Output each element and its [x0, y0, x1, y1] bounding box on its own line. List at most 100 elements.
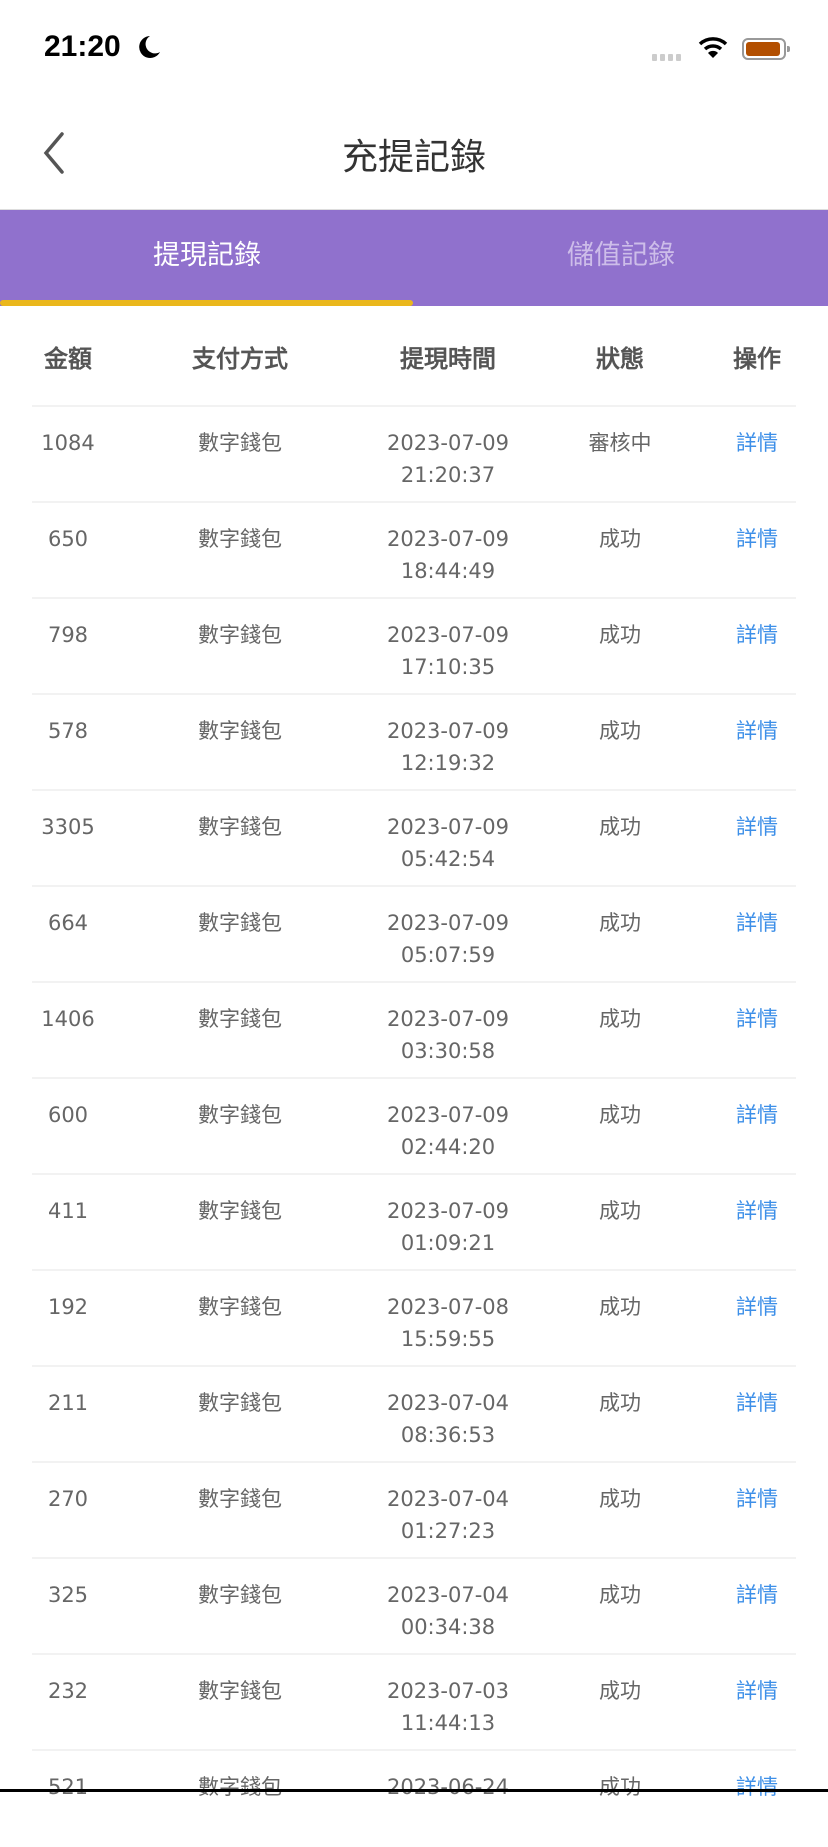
cell-status: 成功 [599, 1295, 641, 1319]
cell-method: 數字錢包 [198, 1775, 282, 1799]
cell-method: 數字錢包 [198, 1199, 282, 1223]
cell-status: 審核中 [588, 431, 652, 455]
cell-status: 成功 [599, 1007, 641, 1031]
cell-amount: 664 [47, 911, 89, 935]
tab-bar: 提現記錄 儲值記錄 [0, 209, 828, 306]
cell-time: 2023-07-04 00:34:38 [358, 1579, 538, 1643]
details-link[interactable]: 詳情 [736, 1487, 778, 1511]
cell-clock: 11:44:13 [400, 1711, 496, 1735]
details-link[interactable]: 詳情 [736, 527, 778, 551]
cell-date: 2023-07-09 [386, 1103, 510, 1127]
cell-date: 2023-07-04 [386, 1583, 510, 1607]
cell-amount: 578 [47, 719, 89, 743]
cell-time: 2023-07-09 03:30:58 [358, 1003, 538, 1067]
cell-status: 成功 [599, 1103, 641, 1127]
cell-date: 2023-07-09 [386, 623, 510, 647]
details-link[interactable]: 詳情 [736, 911, 778, 935]
cell-amount: 270 [47, 1487, 89, 1511]
details-link[interactable]: 詳情 [736, 815, 778, 839]
row-divider [32, 885, 796, 887]
details-link[interactable]: 詳情 [736, 719, 778, 743]
signal-icon [652, 54, 681, 61]
cell-method: 數字錢包 [198, 815, 282, 839]
cell-method: 數字錢包 [198, 1391, 282, 1415]
row-divider [32, 597, 796, 599]
cell-time: 2023-07-09 12:19:32 [358, 715, 538, 779]
cell-method: 數字錢包 [198, 1583, 282, 1607]
details-link[interactable]: 詳情 [736, 1103, 778, 1127]
row-divider [32, 1557, 796, 1559]
cell-amount: 211 [47, 1391, 89, 1415]
cell-status: 成功 [599, 623, 641, 647]
back-chevron-icon[interactable] [40, 130, 70, 176]
cell-method: 數字錢包 [198, 1487, 282, 1511]
cell-method: 數字錢包 [198, 1103, 282, 1127]
cell-clock: 01:09:21 [400, 1231, 496, 1255]
cell-time: 2023-07-09 05:07:59 [358, 907, 538, 971]
cell-time: 2023-07-09 17:10:35 [358, 619, 538, 683]
details-link[interactable]: 詳情 [736, 1295, 778, 1319]
details-link[interactable]: 詳情 [736, 623, 778, 647]
row-divider [32, 693, 796, 695]
cell-date: 2023-07-09 [386, 1007, 510, 1031]
row-divider [32, 1653, 796, 1655]
cell-clock: 02:44:20 [400, 1135, 496, 1159]
cell-clock: 05:42:54 [400, 847, 496, 871]
cell-amount: 411 [47, 1199, 89, 1223]
cell-status: 成功 [599, 1583, 641, 1607]
table-row: 521 數字錢包 2023-06-24 成功 詳情 [0, 1751, 828, 1847]
cell-clock: 12:19:32 [400, 751, 496, 775]
cell-amount: 521 [47, 1775, 89, 1799]
navbar: 充提記錄 [0, 100, 828, 208]
cell-status: 成功 [599, 527, 641, 551]
cell-amount: 650 [47, 527, 89, 551]
table-row: 1406 數字錢包 2023-07-09 03:30:58 成功 詳情 [0, 983, 828, 1079]
cell-method: 數字錢包 [198, 1679, 282, 1703]
details-link[interactable]: 詳情 [736, 431, 778, 455]
status-bar: 21:20 [0, 0, 828, 100]
header-amount: 金額 [44, 345, 92, 373]
details-link[interactable]: 詳情 [736, 1679, 778, 1703]
cell-time: 2023-07-04 08:36:53 [358, 1387, 538, 1451]
cell-date: 2023-07-09 [386, 719, 510, 743]
cell-clock: 17:10:35 [400, 655, 496, 679]
cell-clock: 00:34:38 [400, 1615, 496, 1639]
cell-clock: 08:36:53 [400, 1423, 496, 1447]
cell-amount: 1084 [41, 431, 95, 455]
cell-date: 2023-07-09 [386, 815, 510, 839]
header-time: 提現時間 [400, 345, 496, 373]
cell-method: 數字錢包 [198, 1007, 282, 1031]
details-link[interactable]: 詳情 [736, 1775, 778, 1799]
table-row: 664 數字錢包 2023-07-09 05:07:59 成功 詳情 [0, 887, 828, 983]
cell-clock: 21:20:37 [400, 463, 496, 487]
table-row: 3305 數字錢包 2023-07-09 05:42:54 成功 詳情 [0, 791, 828, 887]
cell-method: 數字錢包 [198, 911, 282, 935]
cell-status: 成功 [599, 911, 641, 935]
details-link[interactable]: 詳情 [736, 1583, 778, 1607]
tab-withdrawal-records[interactable]: 提現記錄 [153, 240, 261, 271]
table-row: 270 數字錢包 2023-07-04 01:27:23 成功 詳情 [0, 1463, 828, 1559]
tab-deposit-records[interactable]: 儲值記錄 [567, 240, 675, 271]
wifi-icon [698, 37, 728, 58]
details-link[interactable]: 詳情 [736, 1391, 778, 1415]
cell-clock: 05:07:59 [400, 943, 496, 967]
details-link[interactable]: 詳情 [736, 1007, 778, 1031]
cell-date: 2023-07-09 [386, 527, 510, 551]
cell-amount: 798 [47, 623, 89, 647]
header-method: 支付方式 [192, 345, 288, 373]
row-divider [32, 981, 796, 983]
cell-method: 數字錢包 [198, 527, 282, 551]
table-row: 411 數字錢包 2023-07-09 01:09:21 成功 詳情 [0, 1175, 828, 1271]
table-row: 578 數字錢包 2023-07-09 12:19:32 成功 詳情 [0, 695, 828, 791]
row-divider [32, 501, 796, 503]
cell-status: 成功 [599, 1775, 641, 1799]
table-row: 325 數字錢包 2023-07-04 00:34:38 成功 詳情 [0, 1559, 828, 1655]
cell-time: 2023-07-09 21:20:37 [358, 427, 538, 491]
row-divider [32, 1269, 796, 1271]
bottom-edge [0, 1789, 828, 1792]
cell-clock: 01:27:23 [400, 1519, 496, 1543]
details-link[interactable]: 詳情 [736, 1199, 778, 1223]
cell-date: 2023-07-09 [386, 431, 510, 455]
cell-time: 2023-07-09 18:44:49 [358, 523, 538, 587]
cell-amount: 1406 [41, 1007, 95, 1031]
